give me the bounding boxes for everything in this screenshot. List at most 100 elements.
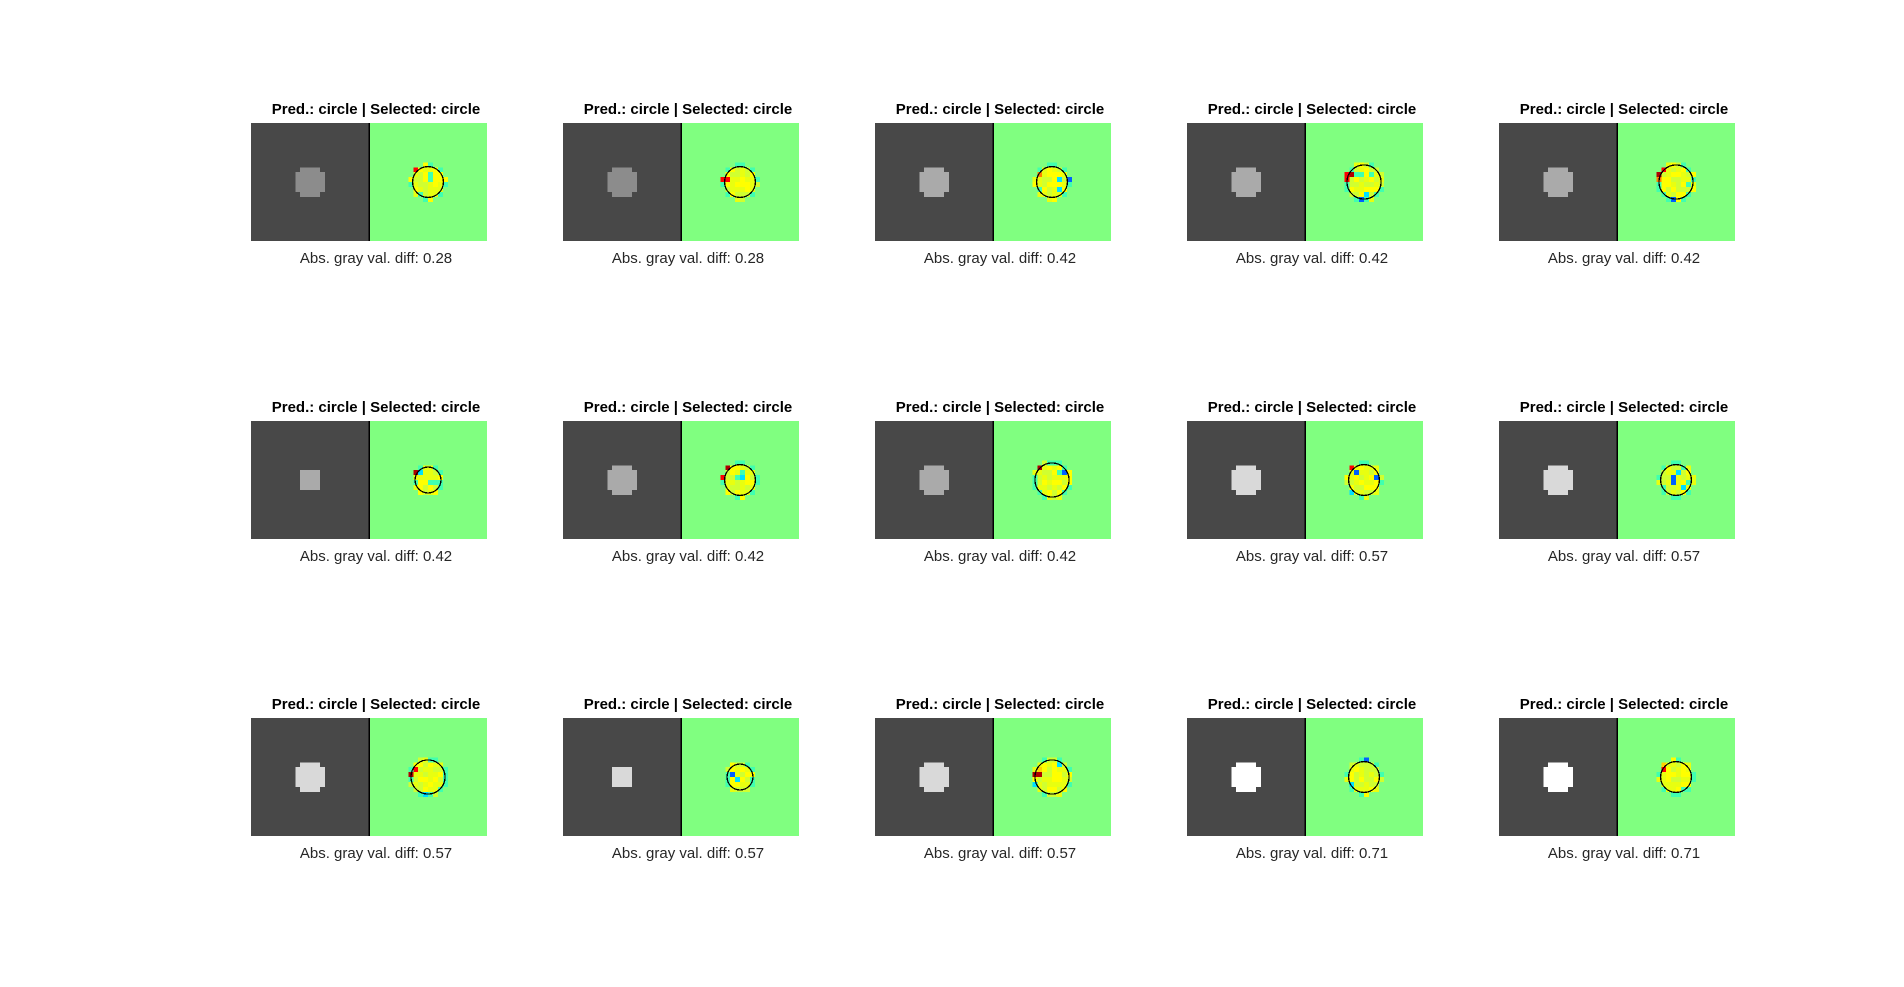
heatmap-pixel bbox=[423, 177, 429, 183]
blob-pixel bbox=[314, 772, 320, 778]
heatmap-pixel bbox=[1032, 767, 1038, 773]
blob-pixel bbox=[617, 777, 623, 783]
blob-pixel bbox=[1241, 781, 1247, 787]
blob-pixel bbox=[1255, 475, 1261, 481]
heatmap-pixel bbox=[1661, 182, 1667, 188]
heatmap-pixel bbox=[1671, 762, 1677, 768]
heatmap-pixel bbox=[1061, 772, 1067, 778]
blob-pixel bbox=[1553, 772, 1559, 778]
blob-pixel bbox=[934, 762, 940, 768]
blob-pixel bbox=[305, 781, 311, 787]
heatmap-pixel bbox=[1061, 177, 1067, 183]
heatmap-pixel bbox=[418, 772, 424, 778]
heatmap-pixel bbox=[1364, 465, 1370, 471]
heatmap-pixel bbox=[432, 172, 438, 178]
blob-pixel bbox=[612, 172, 618, 178]
heatmap-pixel bbox=[1042, 777, 1048, 783]
blob-pixel bbox=[1231, 772, 1237, 778]
blob-pixel bbox=[305, 762, 311, 768]
heatmap-pixel bbox=[418, 781, 424, 787]
blob-pixel bbox=[1548, 489, 1554, 495]
blob-pixel bbox=[1246, 470, 1252, 476]
heatmap-pixel bbox=[432, 489, 438, 495]
heatmap-pixel bbox=[1656, 777, 1662, 783]
blob-pixel bbox=[310, 767, 316, 773]
prediction-contour bbox=[726, 763, 754, 791]
figure-panel: Pred.: circle | Selected: circle Abs. gra… bbox=[850, 696, 1150, 871]
heatmap-pixel bbox=[1671, 781, 1677, 787]
heatmap-pixel bbox=[1680, 177, 1686, 183]
heatmap-pixel bbox=[1359, 460, 1365, 466]
blob-pixel bbox=[631, 484, 637, 490]
heatmap-pixel bbox=[1671, 191, 1677, 197]
heatmap-pixel bbox=[1685, 767, 1691, 773]
heatmap-pixel bbox=[423, 182, 429, 188]
blob-pixel bbox=[1255, 186, 1261, 192]
heatmap-pixel bbox=[1671, 186, 1677, 192]
panel-title: Pred.: circle | Selected: circle bbox=[1519, 399, 1729, 416]
heatmap-pixel bbox=[437, 777, 443, 783]
heatmap-pixel bbox=[1368, 475, 1374, 481]
blob-pixel bbox=[1236, 767, 1242, 773]
heatmap-pixel bbox=[428, 470, 434, 476]
heatmap-pixel bbox=[1066, 781, 1072, 787]
heatmap-pixel bbox=[413, 172, 419, 178]
blob-pixel bbox=[1562, 772, 1568, 778]
heatmap-pixel bbox=[1037, 777, 1043, 783]
heatmap-pixel bbox=[735, 196, 741, 202]
heatmap-pixel bbox=[749, 465, 755, 471]
heatmap-pixel bbox=[735, 460, 741, 466]
blob-pixel bbox=[1558, 786, 1564, 792]
image-divider bbox=[680, 123, 682, 241]
panel-caption: Abs. gray val. diff: 0.42 bbox=[1235, 250, 1389, 267]
blob-pixel bbox=[934, 167, 940, 173]
blob-pixel bbox=[938, 489, 944, 495]
blob-pixel bbox=[1246, 172, 1252, 178]
blob-pixel bbox=[919, 480, 925, 486]
heatmap-pixel bbox=[1666, 465, 1672, 471]
heatmap-pixel bbox=[1354, 484, 1360, 490]
blob-pixel bbox=[1553, 465, 1559, 471]
heatmap-pixel bbox=[730, 191, 736, 197]
blob-pixel bbox=[1250, 781, 1256, 787]
heatmap-pixel bbox=[1359, 767, 1365, 773]
heatmap-pixel bbox=[418, 767, 424, 773]
heatmap-pixel bbox=[1359, 489, 1365, 495]
blob-pixel bbox=[295, 767, 301, 773]
heatmap-pixel bbox=[1042, 484, 1048, 490]
blob-pixel bbox=[300, 781, 306, 787]
blob-pixel bbox=[934, 172, 940, 178]
blob-pixel bbox=[1246, 762, 1252, 768]
blob-pixel bbox=[929, 781, 935, 787]
heatmap-pixel bbox=[1052, 470, 1058, 476]
heatmap-pixel bbox=[740, 767, 746, 773]
blob-pixel bbox=[1553, 480, 1559, 486]
heatmap-pixel bbox=[1052, 191, 1058, 197]
blob-pixel bbox=[924, 781, 930, 787]
heatmap-pixel bbox=[1042, 762, 1048, 768]
heatmap-pixel bbox=[740, 182, 746, 188]
heatmap-pixel bbox=[1056, 484, 1062, 490]
heatmap-pixel bbox=[437, 772, 443, 778]
blob-pixel bbox=[300, 172, 306, 178]
blob-pixel bbox=[1558, 475, 1564, 481]
heatmap-pixel bbox=[730, 762, 736, 768]
blob-pixel bbox=[310, 172, 316, 178]
heatmap-pixel bbox=[1354, 186, 1360, 192]
heatmap-pixel bbox=[1061, 172, 1067, 178]
blob-pixel bbox=[1553, 172, 1559, 178]
heatmap-pixel bbox=[1047, 182, 1053, 188]
blob-pixel bbox=[1548, 480, 1554, 486]
blob-pixel bbox=[938, 167, 944, 173]
heatmap-pixel bbox=[1052, 772, 1058, 778]
blob-pixel bbox=[1562, 465, 1568, 471]
heatmap-pixel bbox=[749, 177, 755, 183]
heatmap-pixel bbox=[1671, 167, 1677, 173]
blob-pixel bbox=[1236, 489, 1242, 495]
heatmap-pixel bbox=[418, 484, 424, 490]
heatmap-pixel bbox=[1032, 781, 1038, 787]
heatmap-pixel bbox=[1052, 767, 1058, 773]
blob-pixel bbox=[622, 484, 628, 490]
heatmap-pixel bbox=[1052, 186, 1058, 192]
heatmap-pixel bbox=[1037, 767, 1043, 773]
